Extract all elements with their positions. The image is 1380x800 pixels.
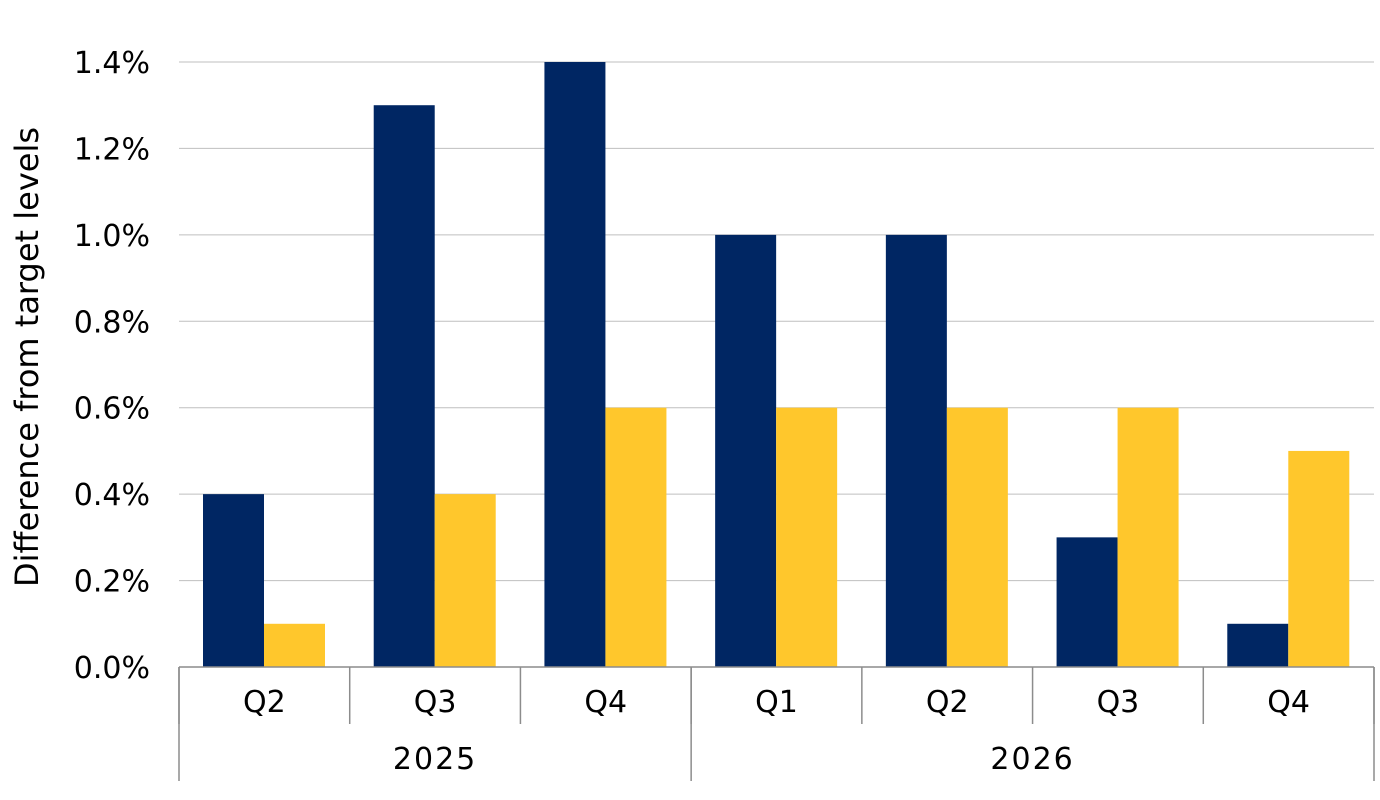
bar-2-q4 — [1288, 450, 1350, 667]
x-tick-label: Q1 — [755, 685, 798, 720]
y-axis-title: Difference from target levels — [8, 127, 46, 587]
bar-2-q1 — [776, 407, 838, 667]
y-tick-label: 0.4% — [74, 478, 150, 513]
y-tick-label: 0.8% — [74, 305, 150, 340]
bar-1-q1 — [715, 234, 777, 667]
y-tick-labels: 0.0% 0.2% 0.4% 0.6% 0.8% 1.0% 1.2% 1.4% — [74, 46, 150, 686]
bar-2-q3 — [434, 494, 496, 667]
y-tick-label: 0.6% — [74, 392, 150, 427]
x-tick-label: Q3 — [1097, 685, 1140, 720]
bar-2-q4 — [605, 407, 667, 667]
bar-1-q2 — [885, 234, 947, 667]
y-tick-label: 0.0% — [74, 651, 150, 686]
year-group-label: 2025 — [393, 742, 477, 777]
bar-2-q3 — [1117, 407, 1179, 667]
bar-1-q3 — [1056, 537, 1118, 667]
y-tick-label: 1.4% — [74, 46, 150, 81]
y-tick-label: 0.2% — [74, 565, 150, 600]
bars — [203, 62, 1350, 667]
bar-1-q2 — [203, 494, 264, 667]
y-tick-label: 1.2% — [74, 132, 150, 167]
bar-2-q2 — [264, 623, 325, 667]
x-tick-labels: Q2 Q3 Q4 Q1 Q2 Q3 Q4 — [243, 685, 1310, 720]
y-tick-label: 1.0% — [74, 219, 150, 254]
x-tick-label: Q3 — [414, 685, 457, 720]
axes — [178, 666, 1375, 781]
x-tick-label: Q2 — [243, 685, 286, 720]
year-group-labels: 2025 2026 — [393, 742, 1074, 777]
bar-1-q4 — [544, 62, 606, 667]
year-group-label: 2026 — [990, 742, 1074, 777]
x-tick-label: Q2 — [926, 685, 969, 720]
bar-2-q2 — [946, 407, 1008, 667]
x-tick-label: Q4 — [1267, 685, 1310, 720]
bar-1-q3 — [373, 105, 435, 667]
x-tick-label: Q4 — [584, 685, 627, 720]
bar-1-q4 — [1227, 623, 1289, 667]
